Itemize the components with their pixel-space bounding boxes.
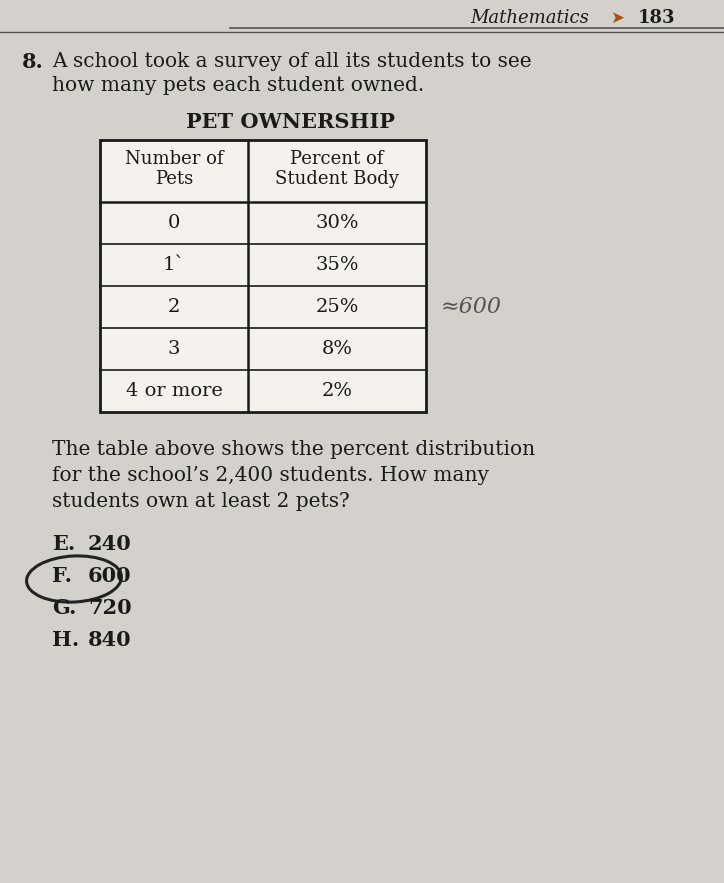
Text: for the school’s 2,400 students. How many: for the school’s 2,400 students. How man… bbox=[52, 466, 489, 485]
Text: 30%: 30% bbox=[315, 214, 359, 232]
Text: E.: E. bbox=[52, 534, 75, 554]
Bar bbox=[100, 140, 426, 412]
Text: ➤: ➤ bbox=[610, 9, 624, 27]
Text: Pets: Pets bbox=[155, 170, 193, 188]
Text: 3: 3 bbox=[168, 340, 180, 358]
Text: Mathematics: Mathematics bbox=[470, 9, 589, 27]
Text: H.: H. bbox=[52, 630, 79, 650]
Text: 4 or more: 4 or more bbox=[125, 382, 222, 400]
Text: Student Body: Student Body bbox=[275, 170, 399, 188]
Text: 1`: 1` bbox=[163, 256, 185, 274]
Text: 35%: 35% bbox=[315, 256, 359, 274]
Text: 720: 720 bbox=[88, 598, 132, 618]
Text: 600: 600 bbox=[88, 566, 132, 586]
Text: 0: 0 bbox=[168, 214, 180, 232]
Text: 183: 183 bbox=[638, 9, 675, 27]
Text: A school took a survey of all its students to see: A school took a survey of all its studen… bbox=[52, 52, 531, 71]
Text: 8.: 8. bbox=[22, 52, 44, 72]
Text: 840: 840 bbox=[88, 630, 132, 650]
Text: 25%: 25% bbox=[316, 298, 358, 316]
Text: G.: G. bbox=[52, 598, 76, 618]
Text: PET OWNERSHIP: PET OWNERSHIP bbox=[185, 112, 395, 132]
Text: ≈600: ≈600 bbox=[441, 296, 502, 318]
Text: The table above shows the percent distribution: The table above shows the percent distri… bbox=[52, 440, 535, 459]
Text: Percent of: Percent of bbox=[290, 150, 384, 168]
Text: 240: 240 bbox=[88, 534, 132, 554]
Text: F.: F. bbox=[52, 566, 72, 586]
Text: how many pets each student owned.: how many pets each student owned. bbox=[52, 76, 424, 95]
Text: Number of: Number of bbox=[125, 150, 223, 168]
Text: 2%: 2% bbox=[321, 382, 353, 400]
Text: 8%: 8% bbox=[321, 340, 353, 358]
Text: students own at least 2 pets?: students own at least 2 pets? bbox=[52, 492, 350, 511]
Text: 2: 2 bbox=[168, 298, 180, 316]
